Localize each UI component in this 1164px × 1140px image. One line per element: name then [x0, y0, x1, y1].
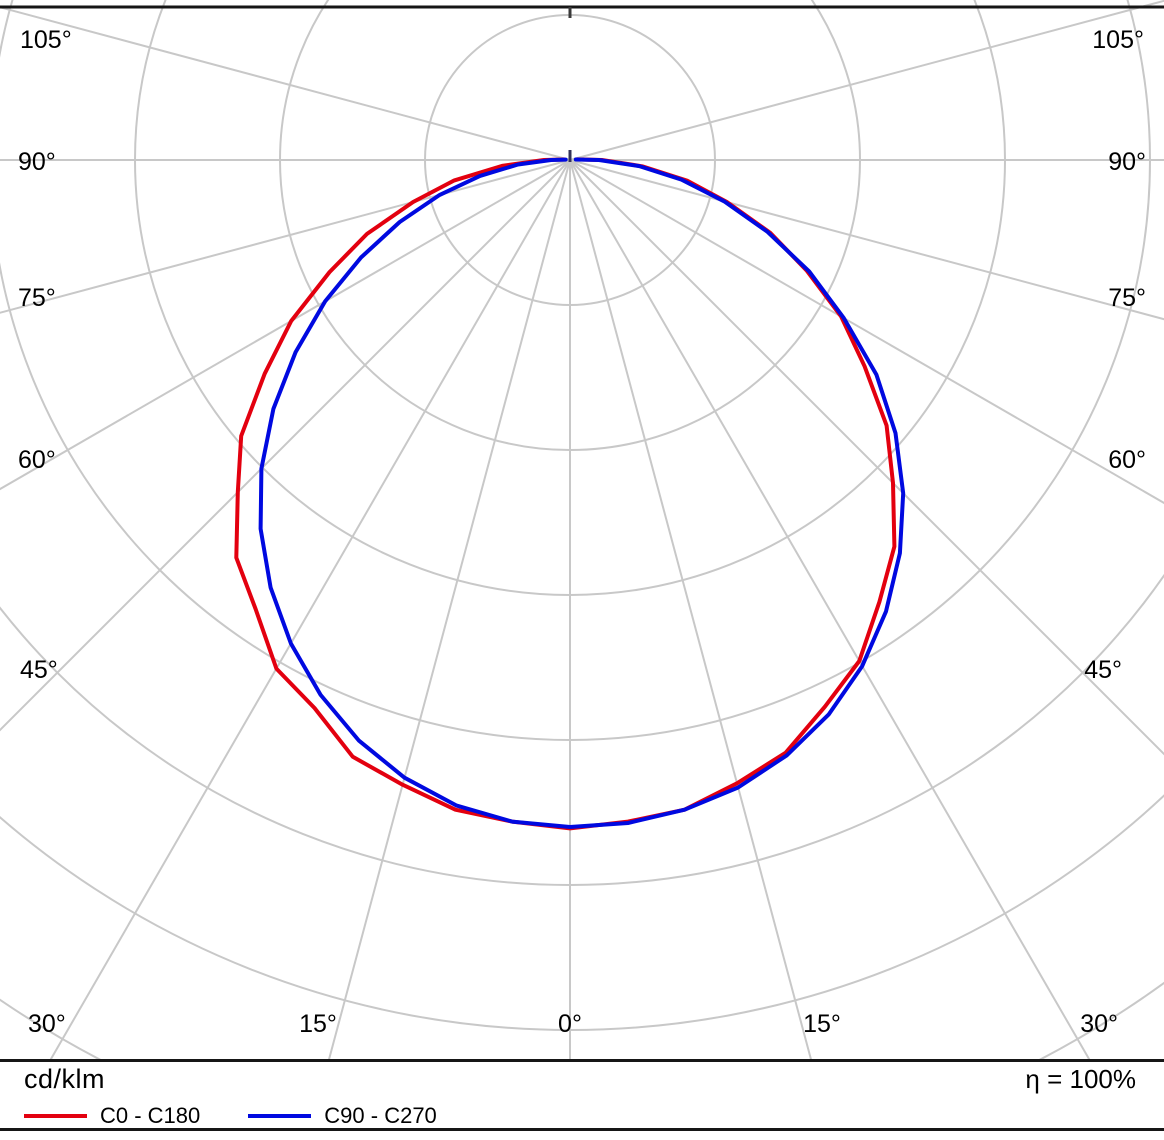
angle-tick-label: 0° [558, 1010, 582, 1038]
angle-tick-label: 15° [299, 1010, 337, 1038]
legend-item-c90-c270: C90 - C270 [248, 1103, 437, 1129]
grid-radial [569, 159, 812, 1059]
polar-grid [0, 0, 1164, 1059]
chart-legend: C0 - C180 C90 - C270 [0, 1095, 1164, 1129]
chart-footer: cd/klm η = 100% C0 - C180 C90 - C270 [0, 1059, 1164, 1131]
grid-radial [328, 159, 571, 1059]
grid-radial [569, 159, 1164, 756]
polar-chart: 105° 90° 75° 60° 45° 30° 15° 0° 15° 30° 45° 60° 75° 9… [0, 0, 1164, 1059]
angle-tick-label: 30° [28, 1010, 66, 1038]
legend-label-c0-c180: C0 - C180 [100, 1102, 201, 1128]
grid-ring [0, 0, 1151, 741]
grid-ring [0, 794, 1164, 1031]
grid-radial [0, 159, 571, 491]
angle-tick-label: 75° [18, 284, 56, 312]
grid-radial [49, 159, 571, 1059]
footer-labels-row: cd/klm η = 100% [0, 1062, 1164, 1095]
units-label: cd/klm [24, 1064, 106, 1094]
angle-tick-label: 45° [1084, 656, 1122, 684]
legend-line-red-icon [24, 1113, 87, 1118]
legend-item-c0-c180: C0 - C180 [24, 1103, 200, 1129]
legend-line-blue-icon [248, 1113, 312, 1118]
grid-radial [0, 159, 571, 314]
grid-radial [569, 159, 1164, 505]
curve-c90-c270 [258, 157, 906, 829]
angle-tick-label: 90° [1108, 148, 1146, 176]
angle-tick-label: 60° [1108, 446, 1146, 474]
grid-ring [0, 573, 1164, 886]
grid-radial [569, 159, 1164, 321]
grid-radial [569, 0, 1164, 161]
angle-tick-label: 105° [20, 26, 72, 54]
grid-radial [569, 159, 1091, 1059]
grid-radial [0, 6, 571, 161]
efficiency-label: η = 100% [1025, 1064, 1136, 1094]
angle-tick-label: 45° [20, 656, 58, 684]
angle-tick-label: 105° [1092, 26, 1144, 54]
angle-tick-label: 15° [803, 1010, 841, 1038]
angle-tick-label: 90° [18, 148, 56, 176]
grid-radial [0, 159, 571, 732]
angle-tick-label: 60° [18, 446, 56, 474]
angle-tick-label: 75° [1108, 284, 1146, 312]
legend-label-c90-c270: C90 - C270 [324, 1102, 437, 1128]
angle-tick-label: 30° [1080, 1010, 1118, 1038]
